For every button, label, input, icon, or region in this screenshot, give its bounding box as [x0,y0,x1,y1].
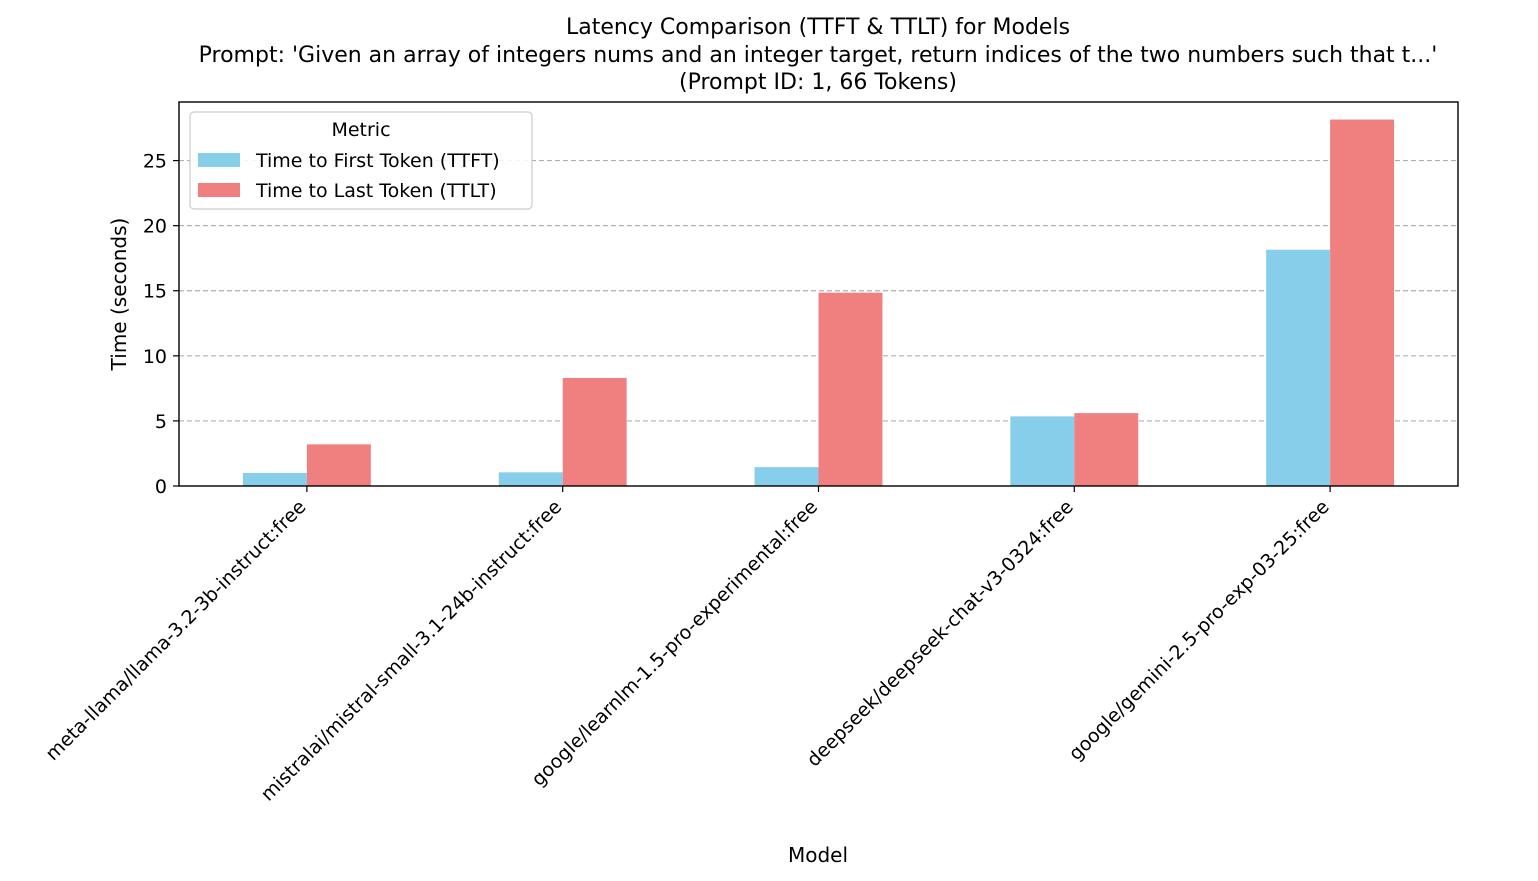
bar-ttlt-4 [1074,413,1139,486]
legend-box [189,111,533,210]
legend-swatch-ttlt [198,183,240,197]
y-tick-label: 20 [143,216,167,238]
title-line-3: (Prompt ID: 1, 66 Tokens) [679,70,957,95]
x-tick-label: google/learnlm-1.5-pro-experimental:free [527,496,822,791]
x-tick-label: google/gemini-2.5-pro-exp-03-25:free [1065,496,1334,765]
y-axis-label: Time (seconds) [107,218,131,372]
legend: Metric Time to First Token (TTFT) Time to … [189,111,533,210]
x-axis-label: Model [788,843,848,867]
legend-label-ttft: Time to First Token (TTFT) [255,150,500,172]
bar-ttlt-5 [1330,119,1395,487]
y-tick-label: 25 [143,151,167,173]
title-line-2: Prompt: 'Given an array of integers nums… [199,43,1438,68]
bar-ttft-4 [1010,416,1075,486]
x-axis: meta-llama/llama-3.2-3b-instruct:freemis… [41,486,1334,806]
bars [242,119,1395,487]
bar-ttft-5 [1266,249,1331,486]
x-tick-label: deepseek/deepseek-chat-v3-0324:free [803,496,1078,771]
x-tick-label: meta-llama/llama-3.2-3b-instruct:free [41,496,310,765]
title-line-1: Latency Comparison (TTFT & TTLT) for Mod… [566,15,1070,40]
y-tick-label: 10 [143,346,167,368]
legend-swatch-ttft [198,153,240,167]
y-tick-label: 0 [155,476,167,498]
y-tick-label: 5 [155,411,167,433]
legend-label-ttlt: Time to Last Token (TTLT) [255,180,497,202]
chart-title: Latency Comparison (TTFT & TTLT) for Mod… [199,15,1438,95]
bar-ttlt-2 [562,377,627,486]
bar-ttlt-1 [306,444,371,486]
legend-title: Metric [331,119,390,141]
bar-ttft-1 [242,472,307,486]
bar-ttft-3 [754,467,819,486]
x-tick-label: mistralai/mistral-small-3.1-24b-instruct… [257,496,567,806]
bar-ttft-2 [498,472,563,486]
y-gridlines [179,159,1458,422]
bar-ttlt-3 [818,292,883,486]
y-axis: 0 5 10 15 20 25 [143,151,179,498]
y-tick-label: 15 [143,281,167,303]
